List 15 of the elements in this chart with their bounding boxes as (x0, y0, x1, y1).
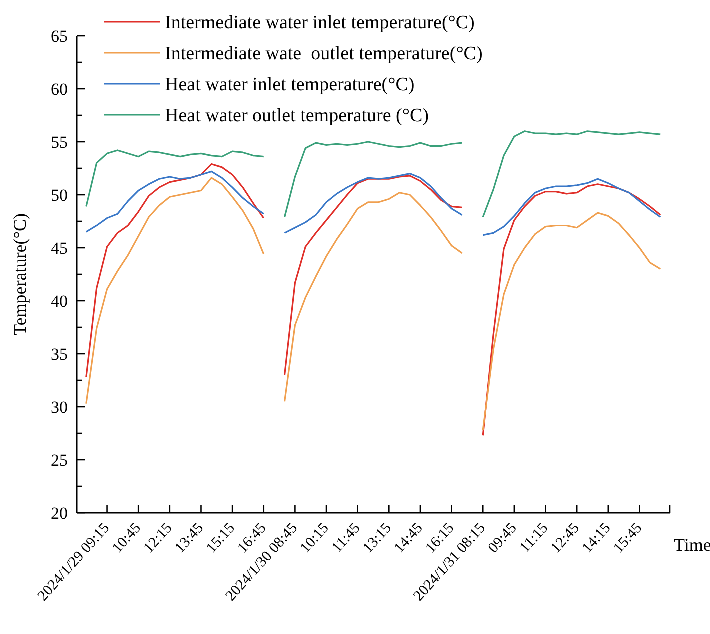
y-tick-label: 50 (51, 186, 68, 205)
y-tick-label: 65 (51, 26, 68, 46)
y-tick-label: 55 (51, 132, 68, 152)
y-tick-label: 30 (51, 398, 68, 417)
y-tick-label: 20 (51, 504, 68, 523)
legend-label: Intermediate water inlet temperature(°C) (165, 12, 475, 34)
y-tick-label: 45 (51, 238, 68, 258)
legend-label: Heat water inlet temperature(°C) (165, 74, 415, 96)
y-tick-label: 25 (51, 450, 68, 470)
y-tick-label: 40 (51, 292, 68, 311)
legend-label: Intermediate wate outlet temperature(°C) (165, 44, 483, 65)
legend-label: Heat water outlet temperature (°C) (165, 106, 429, 127)
y-tick-label: 60 (51, 80, 68, 99)
y-axis-title: Temperature(°C) (10, 214, 30, 336)
y-tick-label: 35 (51, 344, 68, 364)
